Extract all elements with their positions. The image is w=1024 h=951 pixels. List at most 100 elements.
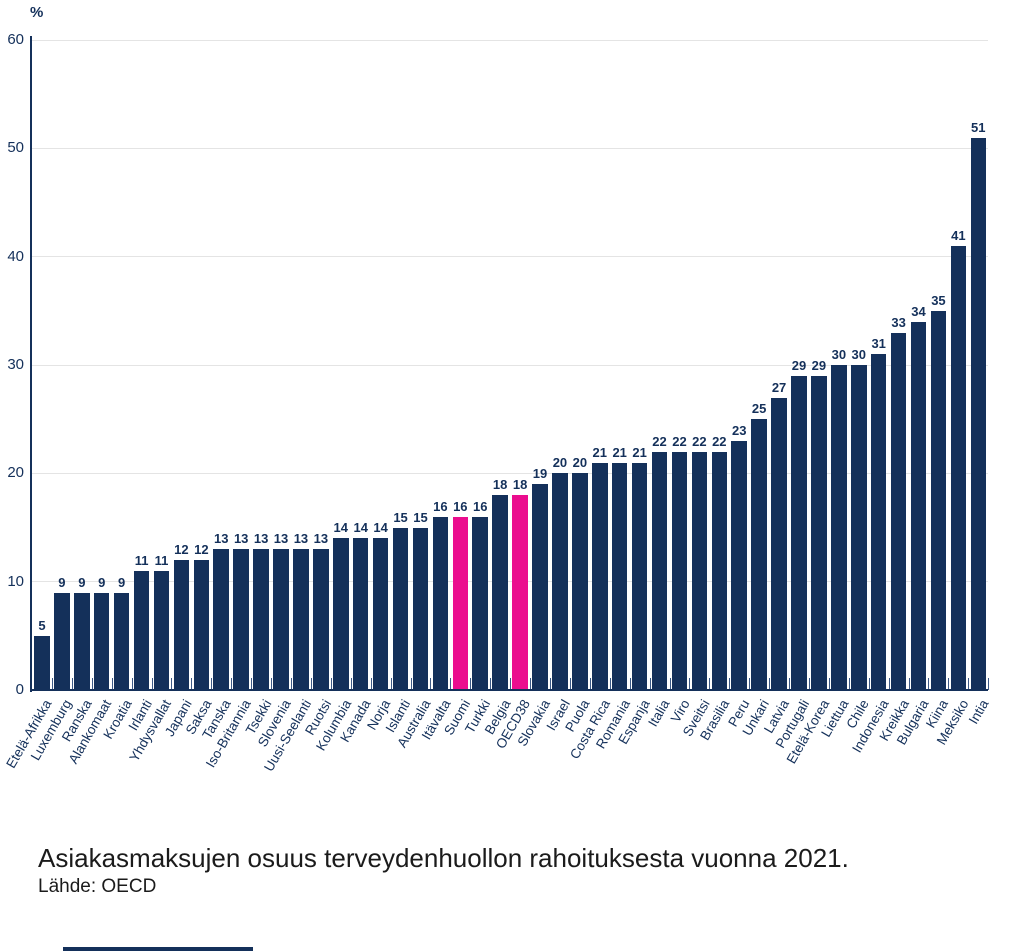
x-axis-tick xyxy=(988,678,990,690)
bar xyxy=(372,538,389,690)
bar-slot: 16 Itävalta xyxy=(419,40,454,743)
bar-value-label: 15 xyxy=(413,509,428,525)
bar-slot: 22 Sveitsi xyxy=(680,40,713,739)
y-tick-label: 30 xyxy=(7,356,24,373)
x-axis-tick xyxy=(231,678,233,690)
bar-slot: 13 Tanska xyxy=(200,40,234,741)
x-axis-tick xyxy=(390,678,392,690)
x-axis-tick xyxy=(251,678,253,690)
bar-slot: 5 Etelä-Afrikka xyxy=(4,40,55,771)
bar-slot: 15 Australia xyxy=(394,40,433,750)
bar-slot: 12 Japani xyxy=(162,40,195,739)
gridline xyxy=(30,472,988,474)
x-axis-tick xyxy=(71,678,73,690)
bar xyxy=(850,365,867,690)
bar-value-label: 14 xyxy=(333,520,349,536)
bar xyxy=(811,375,827,690)
x-axis-tick xyxy=(91,678,93,690)
bar-value-label: 18 xyxy=(492,477,508,492)
bar-value-label: 18 xyxy=(512,477,528,492)
bar xyxy=(213,549,230,690)
bar-slot: 30 Liettua xyxy=(819,40,852,740)
x-axis-tick xyxy=(968,678,970,690)
x-axis-tick xyxy=(211,678,213,690)
bar xyxy=(910,321,927,690)
bar-slot: 22 Viro xyxy=(668,40,693,725)
x-axis-tick xyxy=(589,678,591,690)
x-axis-tick xyxy=(729,678,731,690)
bar-value-label: 16 xyxy=(453,498,468,514)
bar-slot: 9 Luxemburg xyxy=(28,40,75,763)
bar-slot: 20 Israel xyxy=(543,40,572,733)
bar-value-label: 13 xyxy=(233,531,249,547)
bar-value-label: 12 xyxy=(194,542,209,557)
bar xyxy=(552,473,568,690)
bar xyxy=(133,570,150,690)
x-axis-tick xyxy=(868,678,870,690)
x-axis-tick xyxy=(370,678,372,690)
bar xyxy=(333,538,349,690)
bar xyxy=(791,375,807,690)
x-axis-tick xyxy=(549,678,551,690)
bar xyxy=(233,549,249,690)
y-tick-label: 20 xyxy=(7,464,24,482)
bar xyxy=(34,635,50,690)
x-tick-label: Intia xyxy=(965,697,992,727)
y-axis-unit-label: % xyxy=(30,4,44,21)
caption-source: Lähde: OECD xyxy=(38,876,157,897)
bar xyxy=(572,473,588,690)
bar xyxy=(731,440,747,690)
x-axis-tick xyxy=(649,678,651,690)
bar xyxy=(253,549,269,690)
bar xyxy=(492,495,508,690)
gridline xyxy=(30,581,988,583)
x-axis-tick xyxy=(789,678,791,690)
x-axis-tick xyxy=(908,678,910,690)
bar-value-label: 16 xyxy=(433,498,448,514)
bar-highlighted xyxy=(512,495,528,690)
bar-value-label: 22 xyxy=(672,433,687,449)
bar-slot: 33 Kreikka xyxy=(876,40,911,744)
x-axis-tick xyxy=(410,678,412,690)
bar-slot: 22 Italia xyxy=(645,40,672,730)
bar-slot: 22 Brasilia xyxy=(697,40,732,743)
bar-value-label: 34 xyxy=(911,303,926,319)
bar-slot: 14 Kanada xyxy=(337,40,373,744)
bar-value-label: 29 xyxy=(811,357,827,373)
bar-slot: 9 Kroatia xyxy=(100,40,134,742)
bar-slot: 51 Intia xyxy=(966,40,992,727)
x-axis-tick xyxy=(709,678,711,690)
bar-value-label: 31 xyxy=(871,336,886,352)
bar-slot: 21 Costa Rica xyxy=(567,40,613,762)
bar xyxy=(651,451,668,690)
bar xyxy=(352,538,369,690)
bar xyxy=(113,592,130,690)
bar-slot: 16 Suomi xyxy=(441,40,473,738)
x-axis-tick xyxy=(290,678,292,690)
bar-slot: 25 Unkari xyxy=(740,40,772,738)
bar-value-label: 9 xyxy=(98,574,106,590)
bar-value-label: 19 xyxy=(532,466,548,482)
x-axis-tick xyxy=(490,678,492,690)
bar-value-label: 16 xyxy=(473,498,488,514)
bar-slot: 13 Iso-Britannia xyxy=(203,40,254,770)
bar-slot: 9 Ranska xyxy=(59,40,95,745)
bar-value-label: 15 xyxy=(393,509,408,525)
bar-value-label: 14 xyxy=(373,520,388,536)
y-tick-label: 50 xyxy=(7,139,24,157)
bar-value-label: 23 xyxy=(731,422,747,438)
x-axis-tick xyxy=(310,678,312,690)
bar xyxy=(392,527,409,690)
gridline xyxy=(30,256,988,258)
bar-value-label: 51 xyxy=(971,119,986,135)
bar-slot: 14 Norja xyxy=(365,40,394,732)
bar-slot: 16 Turkki xyxy=(462,40,493,736)
bar-slot: 13 Ruotsi xyxy=(302,40,334,737)
bar-slot: 11 Irlanti xyxy=(125,40,154,733)
bar-slot: 9 Alankomaat xyxy=(66,40,115,767)
bar-slot: 29 Portugali xyxy=(772,40,812,751)
bar-value-label: 12 xyxy=(174,542,189,557)
bar-slot: 18 Belgia xyxy=(481,40,513,737)
bottom-accent-bar xyxy=(63,947,253,951)
